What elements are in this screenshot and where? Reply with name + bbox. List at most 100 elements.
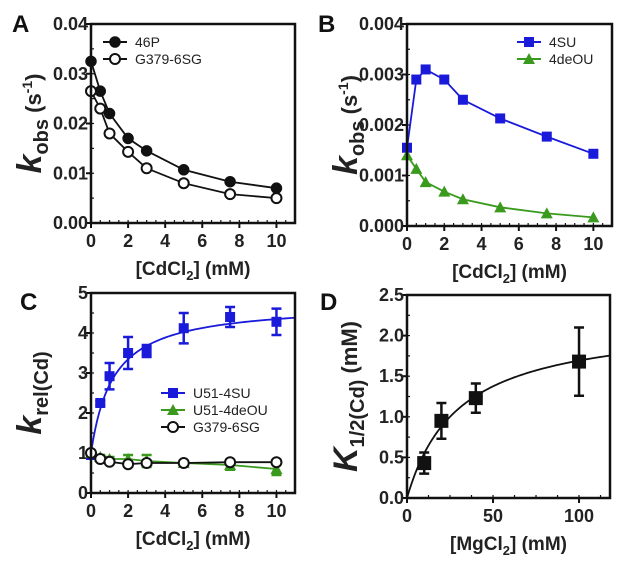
y-tick-label: 0.02: [53, 114, 88, 134]
y-tick-label: 0.01: [53, 163, 88, 183]
data-point: [224, 456, 237, 469]
series-u51-4su: [86, 305, 296, 460]
legend-label: 4SU: [549, 34, 576, 50]
data-point: [178, 323, 189, 334]
data-point: [417, 456, 432, 471]
y-tick-label: 0.00: [53, 213, 88, 233]
series-k1-2-cd-: [406, 326, 611, 499]
legend-label: 4deOU: [549, 51, 593, 67]
x-axis-label: [CdCl2] (mM): [136, 529, 251, 553]
legend-label: U51-4SU: [193, 385, 251, 401]
y-label-part: (mM): [337, 321, 362, 380]
plot-frame: [405, 293, 612, 500]
data-point: [167, 404, 179, 415]
legend-item: G379-6SG: [161, 419, 260, 435]
x-label-part: [CdCl: [136, 259, 187, 280]
x-axis-label: [MgCl2] (mM): [450, 534, 567, 558]
series-4su: [402, 64, 599, 159]
data-point: [168, 388, 178, 398]
y-tick-label: 1.5: [379, 366, 404, 386]
data-point: [270, 463, 283, 474]
y-tick-label: 0.5: [379, 447, 404, 467]
data-point: [420, 64, 431, 75]
x-tick-label: 4: [160, 231, 170, 251]
data-point: [457, 94, 468, 105]
data-point: [524, 37, 534, 47]
legend-item: G379-6SG: [103, 51, 202, 67]
x-tick-label: 4: [477, 234, 487, 254]
data-point: [438, 185, 451, 197]
y-axis-label: K1/2(Cd) (mM): [327, 321, 369, 472]
x-label-part: ] (mM): [193, 259, 250, 280]
data-point: [541, 131, 552, 142]
x-tick-label: 8: [551, 234, 561, 254]
legend-item: 46P: [103, 34, 160, 50]
fit-curve: [90, 316, 296, 454]
data-point: [140, 145, 153, 157]
x-axis-label: [CdCl2] (mM): [136, 259, 251, 283]
data-point: [140, 457, 153, 469]
data-point: [94, 102, 107, 115]
data-point: [225, 312, 236, 322]
y-tick-label: 0.002: [359, 115, 404, 135]
x-label-part: [CdCl: [452, 262, 503, 283]
data-point: [270, 456, 283, 469]
x-tick-label: 2: [439, 234, 449, 254]
x-tick-label: 6: [197, 231, 207, 251]
y-tick-label: 4: [78, 323, 88, 343]
x-tick-label: 4: [160, 501, 170, 521]
data-point: [122, 145, 135, 158]
series-g379-6sg: [85, 85, 283, 205]
x-tick-label: 50: [483, 506, 503, 526]
y-label-part: (s: [21, 93, 46, 119]
data-point: [167, 421, 179, 433]
data-point: [419, 176, 432, 188]
y-tick-label: 1.0: [379, 407, 404, 427]
y-label-main: k: [11, 152, 49, 173]
x-label-sub: 2: [503, 271, 510, 286]
legend-label: G379-6SG: [193, 419, 260, 435]
x-tick-label: 8: [234, 231, 244, 251]
y-tick-label: 0.0: [379, 488, 404, 508]
data-point: [109, 53, 121, 65]
data-point: [177, 177, 190, 190]
legend-label: U51-4deOU: [193, 402, 268, 418]
x-label-part: ] (mM): [193, 529, 250, 550]
x-tick-label: 10: [583, 234, 603, 254]
legend-item: U51-4deOU: [161, 402, 268, 418]
data-point: [103, 127, 116, 140]
data-point: [587, 211, 600, 223]
y-tick-label: 0.04: [53, 14, 88, 34]
y-label-part: (s: [337, 95, 362, 121]
data-point: [140, 162, 153, 175]
y-tick-label: 0.001: [359, 166, 404, 186]
data-point: [95, 398, 106, 408]
data-point: [495, 113, 506, 124]
panel-b: B 0 2 4 6 8 10 0.000 0.001 0.002 0.003 0.004 [CdCl2]…: [318, 11, 614, 286]
legend-label: 46P: [135, 34, 160, 50]
x-tick-label: 0: [402, 506, 412, 526]
y-label-main: k: [11, 414, 49, 435]
y-axis-label: kobs (s-1): [11, 74, 53, 174]
data-point: [224, 175, 236, 188]
panel-d: D 0 50 100 0.0 0.5 1.0 1.5 2.0 2.5 [MgCl2] (mM) K1/…: [320, 285, 612, 558]
x-tick-label: 0: [86, 501, 96, 521]
y-tick-label: 2: [78, 403, 88, 423]
panel-label: A: [12, 11, 29, 38]
series-line: [406, 68, 594, 155]
legend-item: U51-4SU: [161, 385, 251, 401]
data-point: [494, 201, 507, 213]
y-label-sub: obs: [347, 120, 369, 156]
legend-item: 4SU: [517, 34, 576, 50]
x-tick-label: 6: [197, 501, 207, 521]
data-point: [456, 193, 469, 205]
y-tick-label: 2.5: [379, 285, 404, 305]
data-point: [177, 457, 190, 469]
y-tick-label: 0: [78, 483, 88, 503]
panel-a: A0 2 4 6 8 100.000.010.020.030.04[CdCl2] (mM)…: [11, 11, 297, 283]
x-label-part: ] (mM): [510, 262, 567, 283]
x-tick-label: 0: [86, 231, 96, 251]
